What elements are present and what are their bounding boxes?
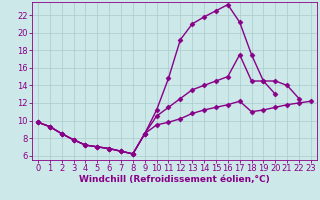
X-axis label: Windchill (Refroidissement éolien,°C): Windchill (Refroidissement éolien,°C)	[79, 175, 270, 184]
